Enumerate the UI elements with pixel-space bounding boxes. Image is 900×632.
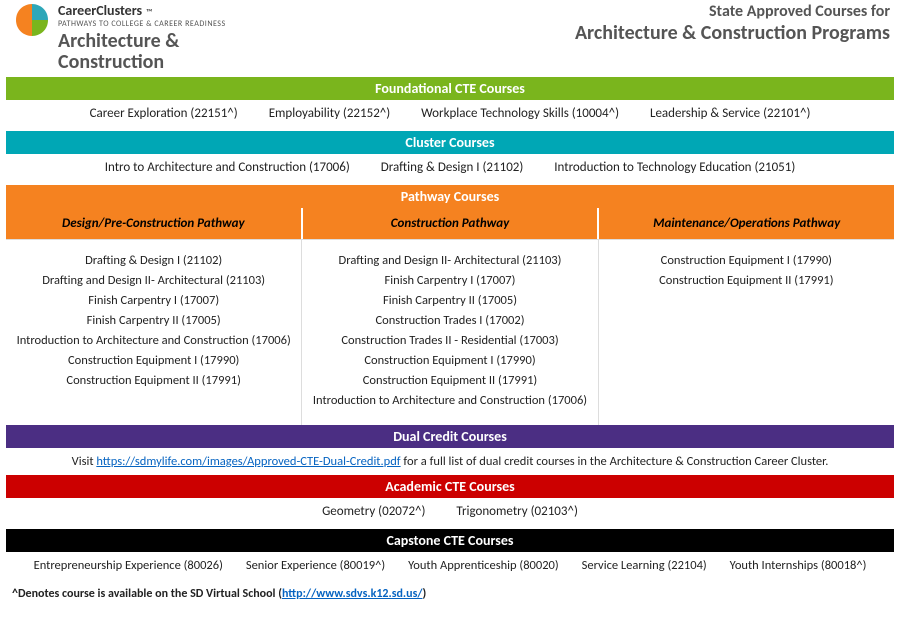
pathway-header: Maintenance/Operations Pathway	[599, 208, 894, 239]
course-item: Drafting & Design I (21102)	[10, 253, 297, 268]
cluster-courses: Intro to Architecture and Construction (…	[6, 154, 894, 185]
cluster-bar: Cluster Courses	[6, 131, 894, 154]
course-item: Introduction to Architecture and Constru…	[10, 333, 297, 348]
academic-bar: Academic CTE Courses	[6, 475, 894, 498]
course-item: Finish Carpentry II (17005)	[10, 313, 297, 328]
pathway-header: Design/Pre-Construction Pathway	[6, 208, 303, 239]
course-item: Leadership & Service (22101^)	[650, 106, 810, 121]
course-item: Construction Equipment I (17990)	[10, 353, 297, 368]
foundational-courses: Career Exploration (22151^) Employabilit…	[6, 100, 894, 131]
course-item: Construction Equipment II (17991)	[306, 373, 593, 388]
course-item: Construction Trades I (17002)	[306, 313, 593, 328]
cluster-title: Architecture & Construction	[58, 31, 226, 73]
course-item: Finish Carpentry I (17007)	[10, 293, 297, 308]
course-item: Geometry (02072^)	[322, 504, 425, 519]
logo-block: CareerClusters ™ PATHWAYS TO COLLEGE & C…	[10, 2, 226, 73]
course-item: Youth Internships (80018^)	[730, 558, 867, 573]
capstone-bar: Capstone CTE Courses	[6, 529, 894, 552]
academic-courses: Geometry (02072^) Trigonometry (02103^)	[6, 498, 894, 529]
cluster-logo-icon	[10, 4, 54, 48]
course-item: Drafting and Design II- Architectural (2…	[306, 253, 593, 268]
brand-tagline: PATHWAYS TO COLLEGE & CAREER READINESS	[58, 19, 226, 29]
brand-main: CareerClusters	[58, 2, 142, 19]
course-item: Construction Equipment II (17991)	[603, 273, 890, 288]
header-title: Architecture & Construction Programs	[575, 21, 890, 45]
footnote-suffix: )	[423, 587, 427, 601]
course-item: Trigonometry (02103^)	[456, 504, 577, 519]
pathway-header-row: Design/Pre-Construction Pathway Construc…	[6, 208, 894, 239]
dual-bar: Dual Credit Courses	[6, 425, 894, 448]
course-item: Introduction to Architecture and Constru…	[306, 393, 593, 408]
course-item: Finish Carpentry II (17005)	[306, 293, 593, 308]
header-right: State Approved Courses for Architecture …	[575, 2, 890, 45]
capstone-courses: Entrepreneurship Experience (80026) Seni…	[6, 552, 894, 583]
course-item: Intro to Architecture and Construction (…	[105, 160, 350, 175]
course-item: Construction Equipment II (17991)	[10, 373, 297, 388]
course-item: Finish Carpentry I (17007)	[306, 273, 593, 288]
course-item: Construction Equipment I (17990)	[306, 353, 593, 368]
dual-prefix: Visit	[72, 454, 97, 469]
header: CareerClusters ™ PATHWAYS TO COLLEGE & C…	[6, 0, 894, 77]
course-item: Service Learning (22104)	[582, 558, 707, 573]
dual-link[interactable]: https://sdmylife.com/images/Approved-CTE…	[96, 454, 400, 469]
foundational-bar: Foundational CTE Courses	[6, 77, 894, 100]
course-item: Construction Trades II - Residential (17…	[306, 333, 593, 348]
footnote-prefix: ^Denotes course is available on the SD V…	[12, 587, 282, 601]
course-item: Drafting & Design I (21102)	[381, 160, 524, 175]
course-item: Drafting and Design II- Architectural (2…	[10, 273, 297, 288]
pathway-bar: Pathway Courses	[6, 185, 894, 208]
page-root: CareerClusters ™ PATHWAYS TO COLLEGE & C…	[0, 0, 900, 609]
pathway-col-1: Drafting & Design I (21102) Drafting and …	[6, 240, 302, 425]
dual-suffix: for a full list of dual credit courses i…	[401, 454, 829, 469]
brand-tm: ™	[146, 7, 152, 18]
pathway-col-3: Construction Equipment I (17990) Construc…	[599, 240, 894, 425]
cluster-title-line2: Construction	[58, 50, 164, 74]
footnote-link[interactable]: http://www.sdvs.k12.sd.us/	[282, 587, 423, 601]
pathway-body: Drafting & Design I (21102) Drafting and …	[6, 239, 894, 425]
course-item: Youth Apprenticeship (80020)	[408, 558, 559, 573]
course-item: Employability (22152^)	[269, 106, 391, 121]
course-item: Workplace Technology Skills (10004^)	[421, 106, 619, 121]
course-item: Construction Equipment I (17990)	[603, 253, 890, 268]
header-subtitle: State Approved Courses for	[575, 2, 890, 21]
pathway-header: Construction Pathway	[303, 208, 600, 239]
pathway-col-2: Drafting and Design II- Architectural (2…	[302, 240, 598, 425]
logo-text: CareerClusters ™ PATHWAYS TO COLLEGE & C…	[58, 2, 226, 73]
course-item: Introduction to Technology Education (21…	[554, 160, 795, 175]
course-item: Career Exploration (22151^)	[90, 106, 238, 121]
course-item: Entrepreneurship Experience (80026)	[34, 558, 223, 573]
course-item: Senior Experience (80019^)	[246, 558, 385, 573]
dual-credit-text: Visit https://sdmylife.com/images/Approv…	[6, 448, 894, 475]
footnote: ^Denotes course is available on the SD V…	[6, 583, 894, 603]
